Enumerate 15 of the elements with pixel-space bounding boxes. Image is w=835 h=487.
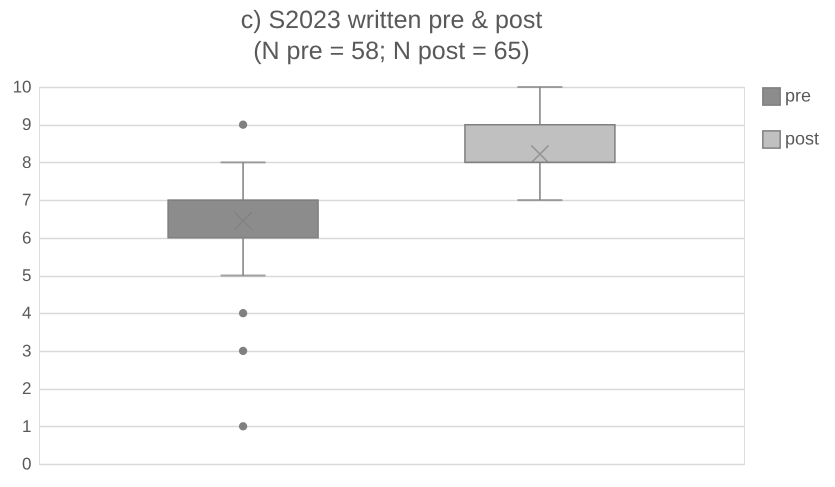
legend-label: pre — [785, 86, 812, 106]
y-tick-label: 2 — [22, 379, 32, 398]
y-tick-label: 5 — [22, 266, 32, 285]
y-tick-label: 9 — [22, 115, 32, 134]
y-tick-label: 0 — [22, 454, 32, 474]
y-tick-label: 6 — [22, 228, 32, 248]
y-tick-label: 3 — [22, 341, 32, 360]
y-tick-label: 8 — [22, 152, 32, 172]
legend-label: post — [785, 128, 820, 148]
chart-subtitle: (N pre = 58; N post = 65) — [253, 37, 530, 65]
y-tick-label: 1 — [22, 416, 32, 436]
y-tick-label: 7 — [22, 190, 32, 210]
y-tick-label: 10 — [12, 78, 32, 96]
chart-title: c) S2023 written pre & post — [240, 6, 542, 34]
y-tick-label: 4 — [22, 304, 32, 323]
